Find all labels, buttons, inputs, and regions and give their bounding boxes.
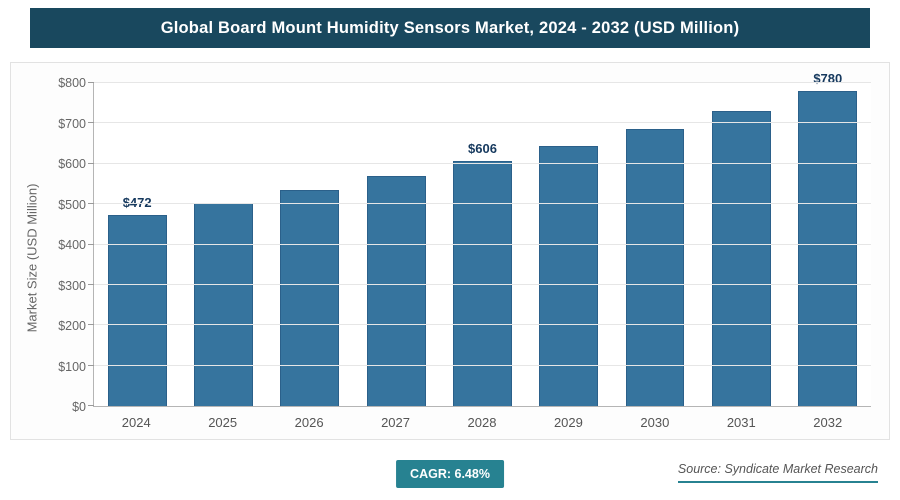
y-axis-tick-mark bbox=[88, 405, 94, 406]
x-tick-label: 2025 bbox=[208, 415, 238, 430]
page-title: Global Board Mount Humidity Sensors Mark… bbox=[160, 18, 740, 37]
plot-wrap: $0 $100 $200 $300 $400 $500 $600 $700 $800 $472 $… bbox=[45, 71, 879, 433]
y-tick-label: $700 bbox=[58, 116, 86, 131]
y-tick-label: $100 bbox=[58, 359, 86, 374]
plot-area: $472 $606 $780 bbox=[88, 71, 871, 407]
y-tick-label: $0 bbox=[72, 400, 86, 414]
y-tick-label: $300 bbox=[58, 278, 86, 293]
y-tick-label: $500 bbox=[58, 197, 86, 212]
y-axis-tick-mark bbox=[88, 283, 94, 285]
gridline bbox=[94, 243, 871, 245]
bar-column bbox=[353, 83, 439, 406]
x-tick-label: 2032 bbox=[813, 415, 843, 430]
bar-column: $780 bbox=[785, 71, 871, 406]
y-axis-title: Market Size (USD Million) bbox=[19, 83, 45, 433]
bar: $472 bbox=[107, 195, 167, 406]
chart-panel: Market Size (USD Million) $0 $100 $200 $300… bbox=[10, 62, 890, 440]
bar bbox=[366, 175, 426, 406]
x-tick-label: 2027 bbox=[381, 415, 410, 430]
x-axis-labels: 2024 2025 2026 2027 2028 2029 2030 2031 2032 bbox=[93, 407, 871, 433]
x-tick-label: 2026 bbox=[294, 415, 324, 430]
bar-value-label: $780 bbox=[813, 71, 843, 87]
bar bbox=[712, 110, 771, 406]
y-axis-tick-mark bbox=[88, 243, 94, 245]
y-axis-tick-mark bbox=[88, 324, 94, 326]
gridline bbox=[94, 203, 871, 205]
x-tick-label: 2030 bbox=[640, 415, 670, 430]
y-tick-label: $200 bbox=[58, 319, 86, 333]
gridline bbox=[94, 82, 871, 83]
cagr-badge: CAGR: 6.48% bbox=[396, 460, 504, 488]
y-tick-label: $800 bbox=[58, 76, 86, 90]
x-tick-label: 2029 bbox=[553, 415, 583, 430]
gridline bbox=[94, 162, 871, 164]
gridline bbox=[94, 283, 871, 285]
title-bar: Global Board Mount Humidity Sensors Mark… bbox=[30, 8, 870, 48]
y-axis-tick-mark bbox=[88, 122, 94, 124]
gridline bbox=[94, 324, 871, 326]
x-tick-label: 2031 bbox=[726, 415, 756, 430]
source-text: Source: Syndicate Market Research bbox=[677, 462, 878, 483]
bar-value-label: $606 bbox=[468, 141, 497, 157]
bar-column bbox=[698, 83, 784, 406]
bars-container: $472 $606 $780 bbox=[94, 71, 871, 406]
bar bbox=[194, 202, 253, 406]
gridline bbox=[94, 364, 871, 366]
footer: CAGR: 6.48% Source: Syndicate Market Res… bbox=[0, 454, 900, 500]
plot-row: $0 $100 $200 $300 $400 $500 $600 $700 $800 $472 $… bbox=[45, 71, 879, 414]
gridline bbox=[94, 122, 871, 124]
y-axis-title-text: Market Size (USD Million) bbox=[24, 183, 40, 333]
y-axis-tick-mark bbox=[88, 82, 94, 83]
bar bbox=[625, 128, 685, 406]
y-axis-ticks: $0 $100 $200 $300 $400 $500 $600 $700 $800 bbox=[45, 76, 93, 414]
bar-column bbox=[267, 83, 353, 406]
bar: $780 bbox=[798, 71, 858, 406]
bar-column bbox=[526, 83, 612, 406]
x-tick-label: 2024 bbox=[121, 415, 151, 430]
bar-column bbox=[180, 83, 266, 406]
bar bbox=[280, 190, 340, 406]
bar bbox=[539, 145, 599, 406]
y-axis-tick-mark bbox=[88, 364, 94, 366]
y-axis-tick-mark bbox=[88, 162, 94, 164]
y-tick-label: $400 bbox=[58, 238, 86, 252]
x-tick-label: 2028 bbox=[467, 415, 497, 430]
y-tick-label: $600 bbox=[58, 157, 86, 171]
bar-column: $606 bbox=[439, 83, 525, 406]
y-axis-tick-mark bbox=[88, 203, 94, 205]
bar-column bbox=[612, 83, 698, 406]
bar-value-label: $472 bbox=[122, 195, 152, 211]
bar-column: $472 bbox=[94, 83, 180, 406]
